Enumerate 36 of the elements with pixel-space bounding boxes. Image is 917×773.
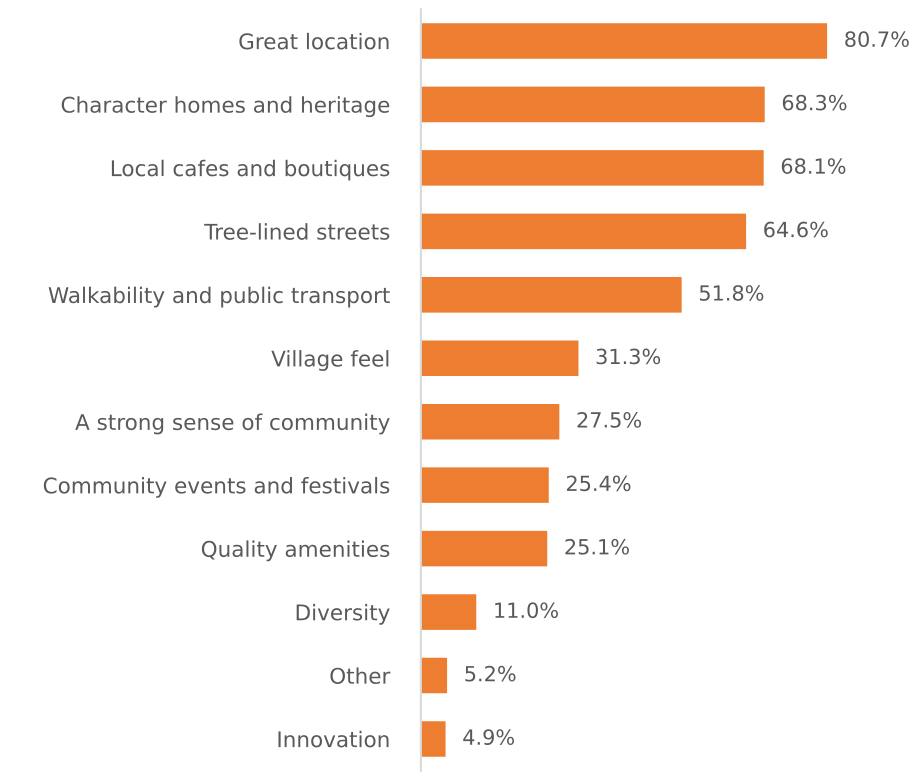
- data-label: 5.2%: [465, 666, 516, 682]
- bar: [420, 404, 560, 440]
- bar: [420, 277, 682, 313]
- y-tick-label: Tree-lined streets: [204, 223, 390, 240]
- bar: [420, 594, 476, 630]
- bar: [420, 214, 746, 250]
- data-label: 68.1%: [782, 158, 846, 174]
- data-label: 51.8%: [700, 285, 764, 301]
- bar: [420, 86, 765, 122]
- y-tick-label: Village feel: [271, 350, 388, 371]
- bar: [420, 721, 446, 757]
- data-label: 25.1%: [565, 538, 629, 555]
- data-label: 31.3%: [596, 348, 660, 364]
- bar: [420, 23, 828, 59]
- bar: [420, 467, 549, 503]
- y-tick-label: Great location: [239, 32, 389, 50]
- bar: [420, 530, 548, 566]
- bar: [420, 340, 578, 376]
- y-tick-label: Walkability and public transport: [48, 286, 390, 308]
- data-label: 64.6%: [764, 222, 828, 238]
- y-tick-label: A strong sense of community: [75, 414, 390, 434]
- bar: [420, 658, 448, 694]
- data-label: 4.9%: [463, 729, 514, 745]
- data-label: 25.4%: [566, 475, 630, 492]
- y-tick-label: Local cafes and boutiques: [112, 160, 390, 181]
- bar: [420, 150, 764, 186]
- data-label: 27.5%: [578, 412, 642, 428]
- y-tick-label: Character homes and heritage: [62, 96, 390, 118]
- y-tick-label: Community events and festivals: [44, 476, 390, 498]
- y-tick-label: Innovation: [278, 730, 389, 748]
- y-tick-label: Other: [330, 667, 390, 684]
- data-label: 11.0%: [495, 602, 558, 618]
- y-tick-label: Quality amenities: [202, 540, 390, 562]
- data-label: 68.3%: [782, 94, 846, 110]
- data-label: 80.7%: [845, 31, 909, 48]
- y-tick-label: Diversity: [296, 604, 390, 625]
